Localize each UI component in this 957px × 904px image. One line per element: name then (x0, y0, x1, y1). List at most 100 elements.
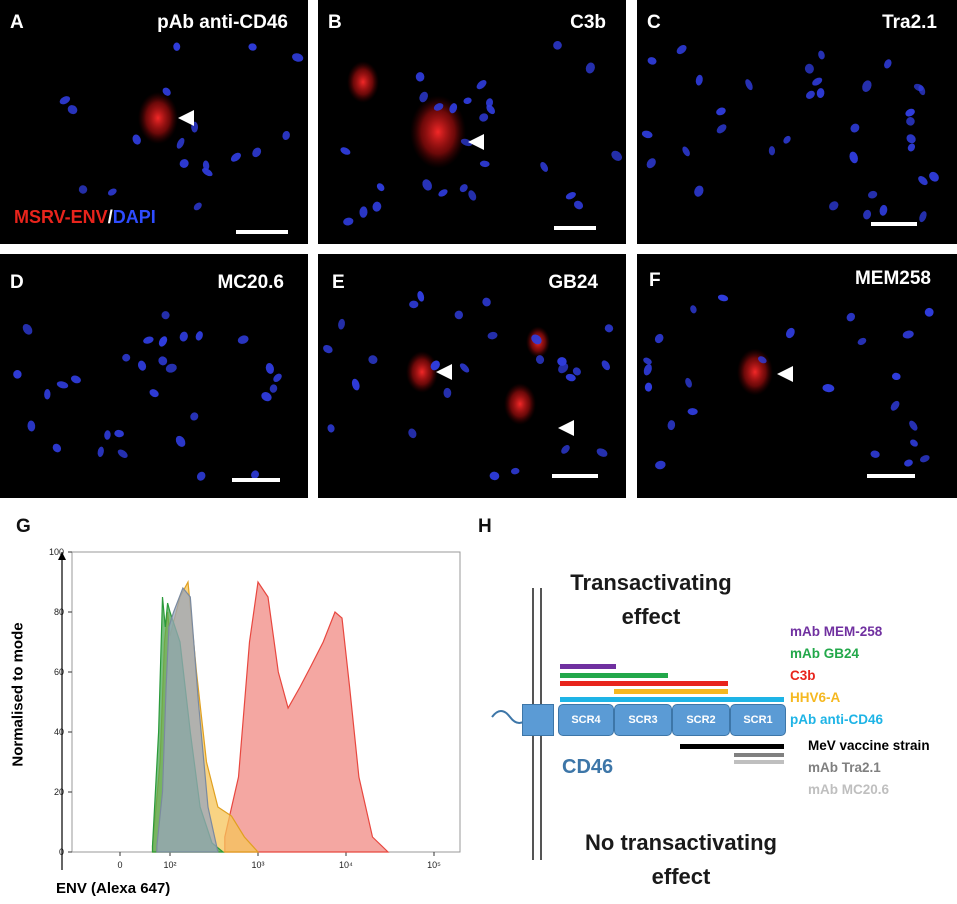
nucleus (611, 150, 622, 161)
nucleus (67, 105, 78, 115)
y-tick-label: 40 (54, 727, 64, 737)
nucleus (273, 373, 282, 382)
nucleus (165, 363, 177, 373)
nucleus (476, 80, 487, 90)
nucleus (565, 192, 576, 200)
domain-scr1: SCR1 (730, 704, 786, 736)
nucleus (70, 375, 81, 384)
nucleus (929, 171, 939, 182)
nucleus (248, 43, 257, 51)
nucleus (818, 50, 825, 60)
scale-bar (554, 226, 596, 230)
nucleus (745, 79, 753, 91)
nucleus (510, 467, 520, 475)
micrograph-panel-e: E GB24 (318, 254, 626, 498)
domain-scr3: SCR3 (614, 704, 672, 736)
micrograph-panel-f: F MEM258 (637, 254, 957, 498)
nucleus (682, 146, 690, 157)
legend-c3b: C3b (790, 668, 816, 683)
nucleus (489, 471, 500, 481)
nucleus (557, 357, 567, 366)
x-tick-label: 10³ (251, 860, 264, 870)
nucleus (863, 209, 872, 220)
nucleus (202, 168, 213, 177)
nucleus (850, 123, 860, 133)
nucleus (114, 429, 124, 438)
panel-title-b: C3b (570, 12, 606, 33)
nucleus (846, 312, 856, 322)
nucleus (419, 91, 428, 103)
nucleus (97, 446, 104, 458)
nucleus (924, 307, 934, 317)
bar-gb24 (560, 673, 668, 678)
nucleus (690, 305, 697, 314)
nucleus (158, 336, 168, 347)
nucleus (906, 134, 916, 144)
panel-letter-g: G (16, 516, 31, 537)
nucleus (269, 384, 278, 393)
nucleus (641, 130, 653, 139)
y-tick-label: 60 (54, 667, 64, 677)
nucleus (783, 135, 791, 144)
stain-legend-sep: / (107, 207, 113, 227)
x-tick-label: 0 (117, 860, 122, 870)
nucleus (829, 201, 839, 211)
bar-mc206 (734, 760, 784, 764)
y-axis-arrowhead (58, 552, 66, 560)
nucleus (107, 188, 117, 196)
nucleus (340, 147, 351, 155)
nucleus (676, 44, 687, 55)
nucleus (804, 63, 814, 74)
nucleus (601, 360, 611, 371)
nucleus (918, 176, 928, 186)
nucleus (449, 103, 458, 114)
transactivating-text: Transactivating effect (570, 570, 732, 629)
env-stain (347, 61, 379, 103)
nucleus (202, 160, 210, 171)
scale-bar (232, 478, 280, 482)
y-tick-label: 80 (54, 607, 64, 617)
nucleus (162, 87, 171, 96)
x-tick-label: 10⁴ (339, 860, 353, 870)
nucleus (913, 83, 924, 92)
nucleus (179, 159, 189, 168)
nucleus (904, 459, 913, 467)
nucleus (117, 449, 128, 458)
nucleus (482, 297, 491, 307)
nucleus (919, 455, 930, 463)
panel-letter-h: H (478, 516, 492, 537)
nucleus (806, 90, 815, 99)
nucleus (919, 211, 927, 223)
nucleus (282, 130, 290, 141)
nucleus (891, 372, 901, 381)
nucleus (104, 430, 111, 440)
stain-legend: MSRV-ENV/DAPI (14, 207, 156, 228)
nucleus (646, 158, 656, 169)
nucleus (540, 161, 549, 172)
nucleus (479, 160, 490, 168)
nucleus (717, 294, 729, 302)
panel-letter-a: A (10, 12, 24, 33)
legend-hhv6a: HHV6-A (790, 690, 841, 705)
domain-scr2: SCR2 (672, 704, 730, 736)
scale-bar (552, 474, 598, 478)
legend-mem258: mAb MEM-258 (790, 624, 883, 639)
nucleus (460, 138, 473, 147)
legend-tra21: mAb Tra2.1 (808, 760, 881, 775)
micrograph-panel-d: D MC20.6 (0, 254, 308, 498)
nucleus (359, 206, 368, 218)
nucleus (193, 202, 202, 211)
nucleus (572, 367, 581, 376)
nucleus (463, 97, 472, 105)
histogram-series-0 (224, 580, 390, 853)
nucleus (654, 333, 664, 344)
nucleus (44, 389, 51, 400)
protein-label: CD46 (562, 756, 614, 778)
nucleus (408, 428, 417, 439)
env-stain (138, 92, 178, 144)
panel-title-f: MEM258 (854, 268, 931, 289)
nucleus (132, 134, 141, 145)
nucleus (252, 147, 262, 158)
arrowhead-marker (777, 366, 793, 382)
nucleus (479, 113, 489, 122)
